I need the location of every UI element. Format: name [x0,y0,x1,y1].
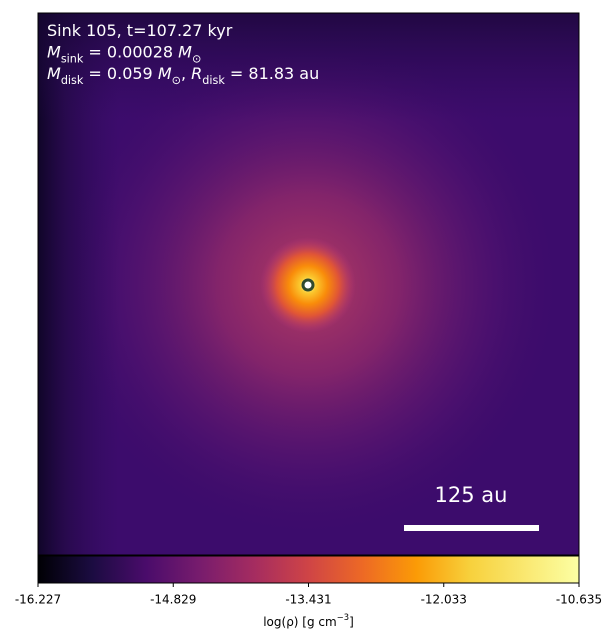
colorbar-tick-label: -14.829 [150,593,196,607]
text-run: = 0.00028 [83,42,178,61]
annotation: Mdisk = 0.059 M⊙, Rdisk = 81.83 au [47,64,319,87]
text-run: disk [202,74,225,87]
colorbar-tick-label: -16.227 [15,593,61,607]
text-run: M [178,42,192,61]
colorbar-tick-label: -12.033 [421,593,467,607]
colorbar [37,555,580,584]
text-run: ⊙ [172,74,181,87]
colorbar-tick-label: -10.635 [556,593,602,607]
colorbar-label: log(ρ) [g cm−3] [263,612,354,629]
text-run: M [47,42,61,61]
text-run: = 81.83 au [225,64,319,83]
text-run: ⊙ [192,52,201,65]
text-run: M [158,64,172,83]
scale-bar-label: 125 au [435,483,508,507]
sink-marker [301,278,315,292]
text-run: −3 [337,612,349,622]
text-run: log(ρ) [g cm [263,615,337,629]
text-run: sink [61,52,84,65]
text-run: ] [349,615,354,629]
annotation: Sink 105, t=107.27 kyr [47,21,233,40]
annotation: Msink = 0.00028 M⊙ [47,42,201,65]
density-map [37,12,580,556]
text-run: M [47,64,61,83]
colorbar-axis: -16.227 -14.829 -13.431 -12.033 -10.635 log(ρ… [15,583,602,629]
map-frame [37,12,580,556]
text-run: = 0.059 [83,64,157,83]
colorbar-tick-label: -13.431 [285,593,331,607]
text-run: Sink 105, t=107.27 kyr [47,21,233,40]
text-run: , [181,64,191,83]
text-run: disk [61,74,84,87]
text-run: R [191,64,202,83]
